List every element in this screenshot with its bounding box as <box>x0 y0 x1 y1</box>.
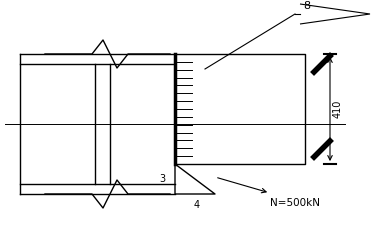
Text: 8: 8 <box>303 1 310 11</box>
Text: 410: 410 <box>333 100 343 118</box>
Text: N=500kN: N=500kN <box>270 198 320 208</box>
Text: 3: 3 <box>159 174 165 184</box>
Text: 4: 4 <box>194 200 200 210</box>
